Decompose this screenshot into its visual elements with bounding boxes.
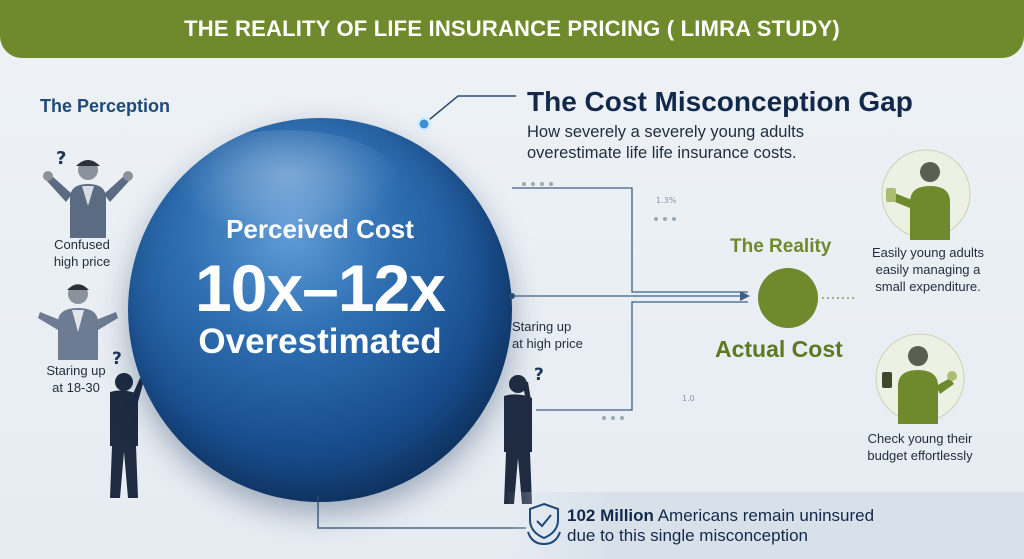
question-mark-icon: ?: [112, 349, 122, 369]
thumbs-up-person-illustration: [875, 333, 965, 424]
footer-stat-line-2: due to this single misconception: [567, 526, 808, 545]
actual-cost-label: Actual Cost: [715, 336, 843, 362]
arrow-icon: [740, 291, 750, 301]
footer-stat-rest: Americans remain uninsured: [653, 506, 875, 525]
question-mark-icon: ?: [534, 365, 544, 385]
footer-stat-bold: 102 Million: [567, 506, 654, 525]
perception-caption-2: Staring up at 18-30: [46, 363, 106, 395]
title-banner: THE REALITY OF LIFE INSURANCE PRICING ( …: [0, 0, 1024, 58]
footer-band: [505, 492, 1024, 559]
staring-person-illustration: [38, 284, 118, 360]
page-title: THE REALITY OF LIFE INSURANCE PRICING ( …: [184, 16, 840, 41]
tick-top-label: 1.3%: [656, 196, 677, 205]
reality-caption-bottom: Check young their budget effortlessly: [867, 431, 973, 463]
gap-subtitle-line-1: How severely a severely young adults: [527, 123, 804, 141]
silhouette-person-left: ?: [110, 349, 144, 498]
perceived-cost-label: Perceived Cost: [226, 214, 414, 244]
tick-bottom-label: 1.0: [682, 394, 695, 403]
footer-statistic: 102 Million Americans remain uninsured d…: [567, 506, 987, 546]
silhouette-person-middle: ?: [504, 365, 544, 504]
actual-cost-dot: [758, 268, 818, 328]
perceived-cost-sphere: [128, 118, 512, 502]
gap-subtitle-line-2: overestimate life life insurance costs.: [527, 144, 797, 162]
perception-caption-1: Confused high price: [53, 237, 111, 269]
confused-person-illustration: ?: [43, 148, 133, 238]
gap-title: The Cost Misconception Gap: [527, 86, 913, 117]
middle-caption: Staring up at high price: [512, 319, 583, 351]
confident-person-illustration: [881, 149, 971, 240]
overestimated-label: Overestimated: [198, 322, 442, 361]
overestimate-multiplier: 10x–12x: [195, 251, 446, 325]
sphere-highlight: [172, 130, 402, 240]
reality-title: The Reality: [730, 236, 832, 257]
perception-title: The Perception: [40, 96, 171, 116]
question-mark-icon: ?: [56, 148, 66, 169]
reality-caption-top: Easily young adults easily managing a sm…: [871, 245, 984, 294]
gap-subtitle: How severely a severely young adults ove…: [527, 122, 887, 164]
shield-hands-icon: [527, 502, 561, 546]
